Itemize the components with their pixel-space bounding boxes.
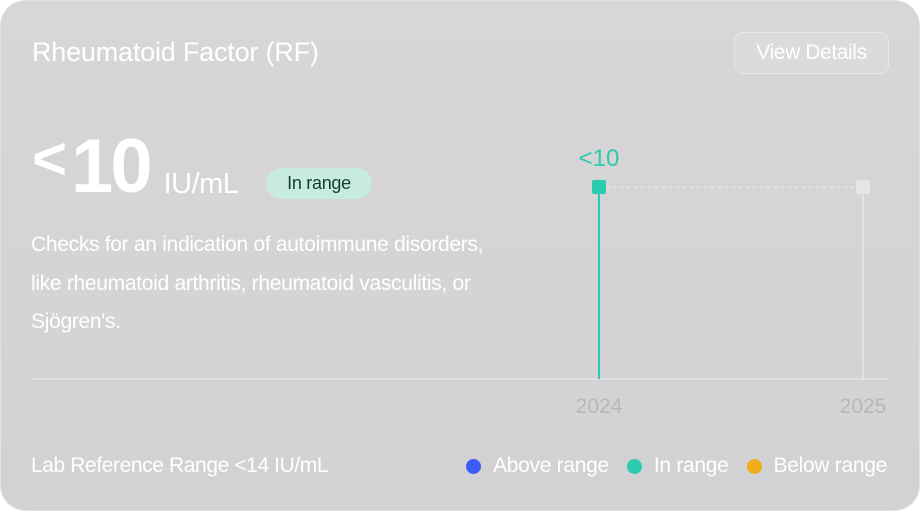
value-prefix: < (32, 125, 68, 192)
legend-label-above: Above range (493, 454, 609, 477)
view-details-button[interactable]: View Details (734, 32, 889, 74)
x-tick-2025: 2025 (840, 395, 887, 418)
result-value: < 10 IU/mL (32, 124, 239, 209)
data-label-2024: <10 (579, 145, 620, 172)
chart-legend: Above range In range Below range (466, 454, 887, 478)
data-point-2024 (592, 180, 606, 194)
card-title: Rheumatoid Factor (RF) (32, 37, 319, 67)
legend-item-in-range: In range (626, 454, 729, 478)
legend-dot-above (466, 458, 482, 474)
status-badge: In range (266, 168, 372, 199)
x-tick-2024: 2024 (576, 395, 623, 418)
legend-item-above: Above range (466, 454, 609, 478)
test-description: Checks for an indication of autoimmune d… (31, 233, 484, 333)
legend-label-below: Below range (773, 454, 888, 477)
legend-dot-below (746, 458, 762, 474)
legend-label-in-range: In range (653, 454, 729, 477)
legend-dot-in-range (626, 458, 642, 474)
value-number: 10 (71, 124, 153, 209)
reference-range: Lab Reference Range <14 IU/mL (31, 454, 329, 477)
value-unit: IU/mL (163, 168, 239, 200)
legend-item-below: Below range (746, 454, 888, 478)
data-point-2025 (856, 180, 870, 194)
